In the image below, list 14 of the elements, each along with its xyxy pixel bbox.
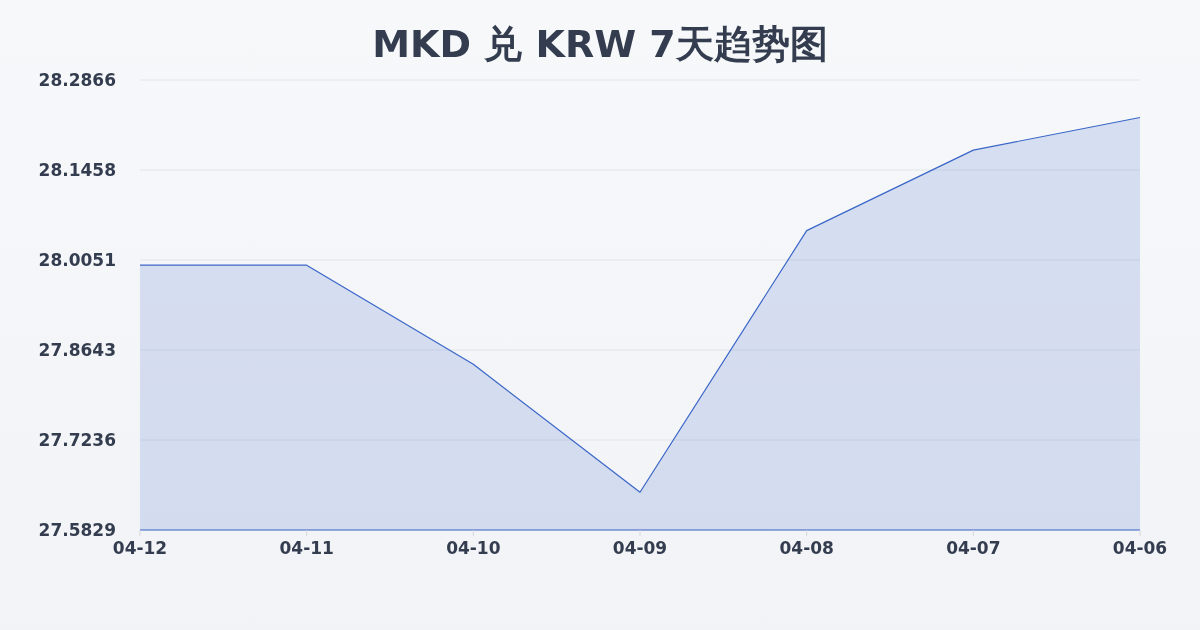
chart-title: MKD 兑 KRW 7天趋势图 xyxy=(371,21,829,68)
x-tick-label: 04-11 xyxy=(279,538,334,559)
y-tick-label: 27.8643 xyxy=(38,340,116,361)
x-tick-label: 04-08 xyxy=(779,538,834,559)
x-tick-label: 04-06 xyxy=(1112,538,1168,559)
y-tick-label: 28.0051 xyxy=(38,250,116,271)
x-tick-label: 04-10 xyxy=(446,538,501,559)
x-tick-label: 04-12 xyxy=(112,538,168,559)
x-tick-label: 04-07 xyxy=(946,538,1001,559)
y-tick-label: 27.5829 xyxy=(38,520,116,541)
y-tick-label: 28.2866 xyxy=(38,70,116,91)
y-tick-label: 27.7236 xyxy=(38,430,116,451)
x-tick-label: 04-09 xyxy=(612,538,668,559)
y-tick-label: 28.1458 xyxy=(38,160,116,181)
